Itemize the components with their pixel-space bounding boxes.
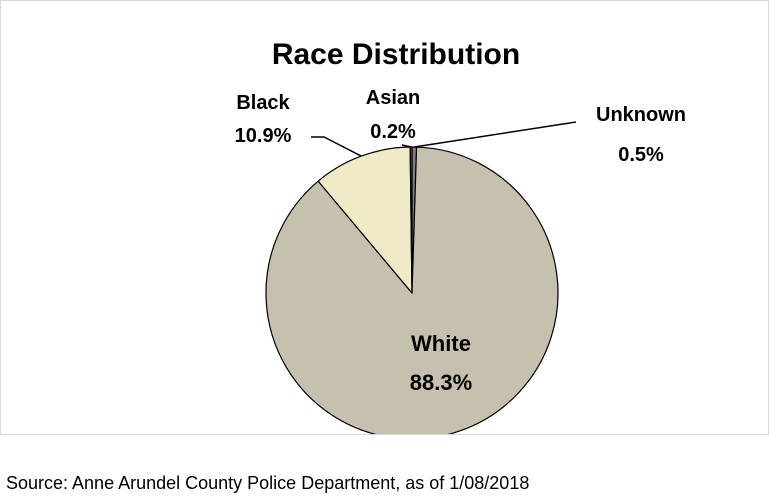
slice-label-black: Black (236, 92, 290, 114)
pie-slice-black (317, 146, 413, 294)
leader-line-asian (401, 144, 412, 148)
slice-label-white: White (411, 331, 471, 356)
slice-value-asian: 0.2% (370, 121, 416, 143)
slice-value-black: 10.9% (235, 125, 292, 147)
slice-value-white: 88.3% (410, 370, 472, 395)
slice-label-unknown: Unknown (596, 104, 686, 126)
pie-chart: Race Distribution Black 10.9% Asian 0.2%… (235, 38, 686, 434)
source-note: Source: Anne Arundel County Police Depar… (6, 473, 530, 493)
leader-line-unknown (414, 121, 577, 148)
leader-line-black (311, 136, 362, 157)
pie-slice-white (265, 146, 559, 434)
chart-title: Race Distribution (272, 38, 520, 71)
chart-frame: Race Distribution Black 10.9% Asian 0.2%… (0, 0, 769, 435)
slice-value-unknown: 0.5% (618, 144, 664, 166)
slice-label-asian: Asian (366, 87, 420, 109)
